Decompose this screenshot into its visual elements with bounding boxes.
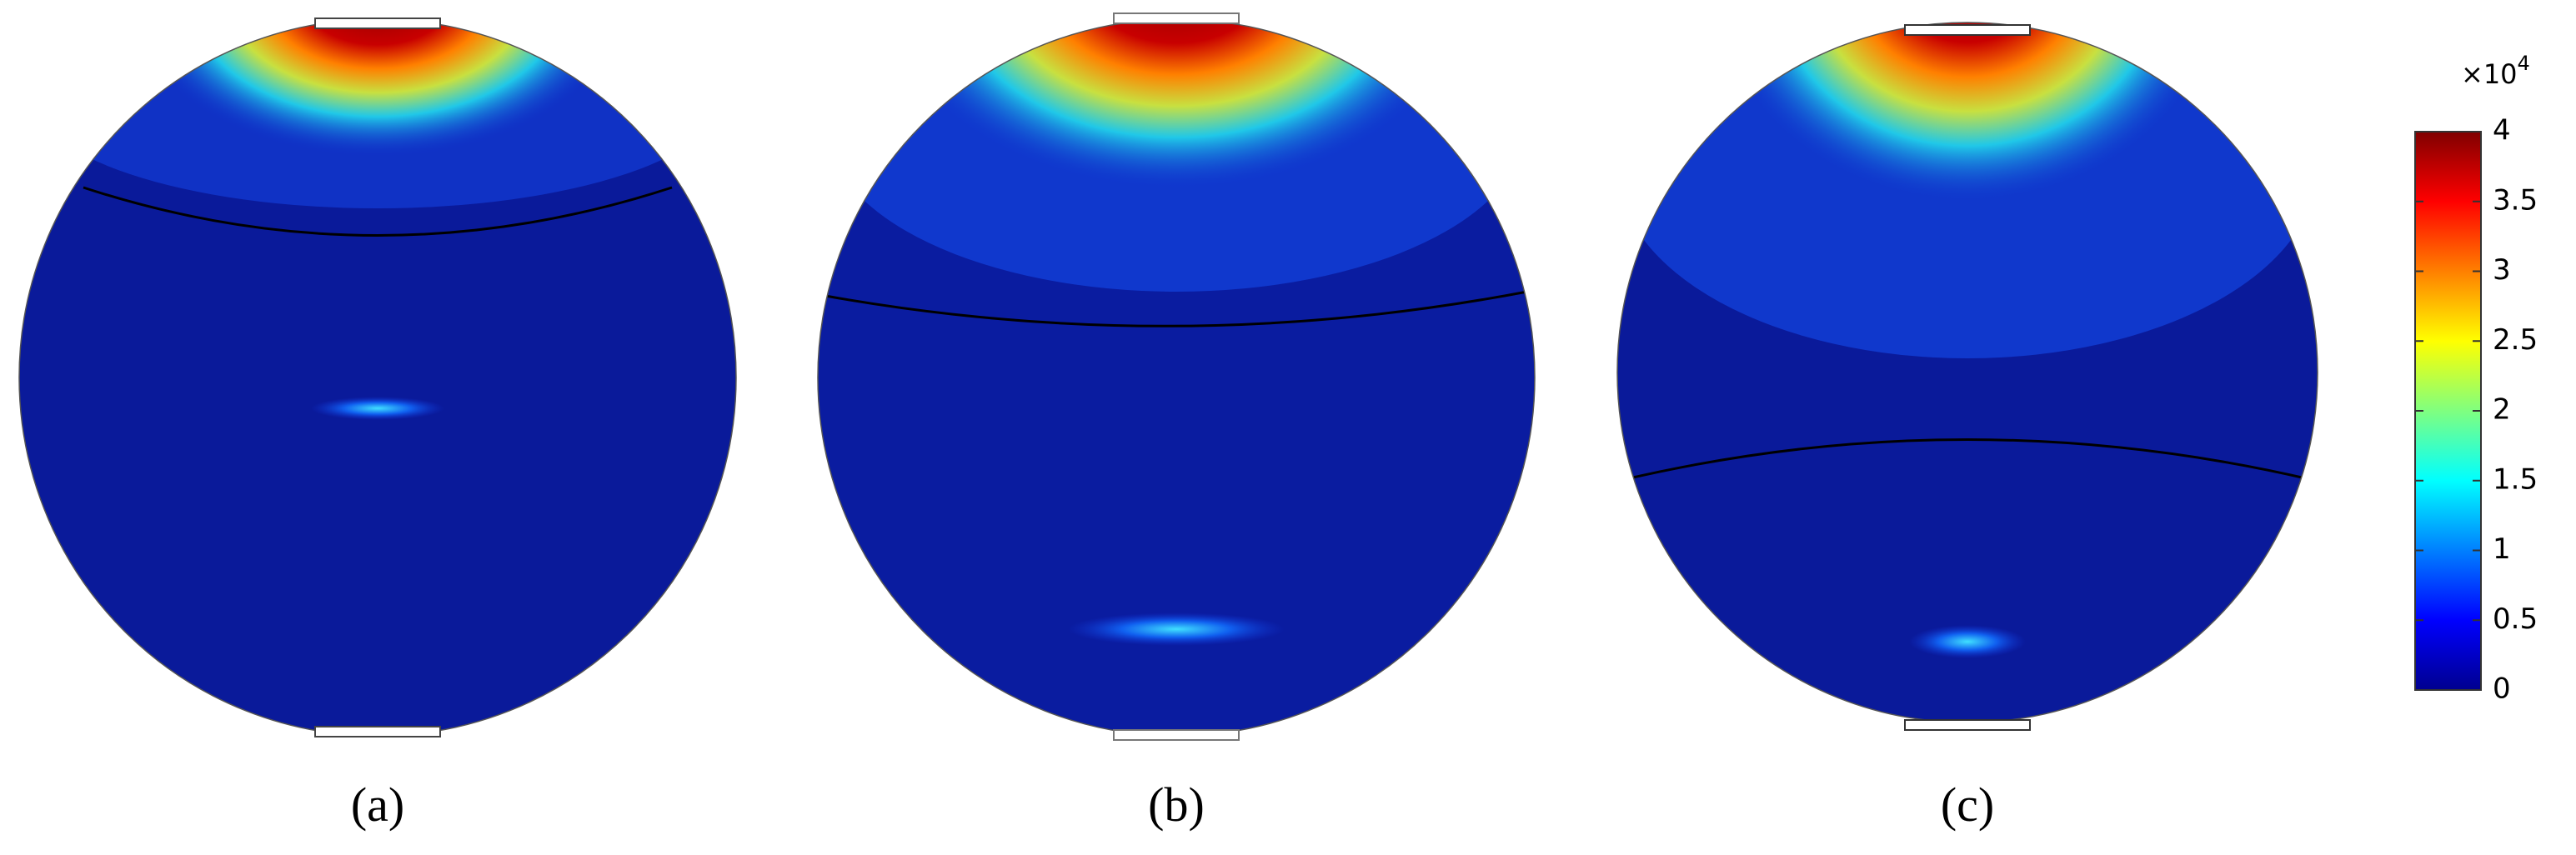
colorbar <box>2414 131 2482 691</box>
field-plot-b <box>818 19 1535 736</box>
tick-label: 1.5 <box>2493 462 2538 496</box>
tick-label: 2.5 <box>2493 323 2538 357</box>
panel-label: (b) <box>1148 778 1205 832</box>
tick-label: 0.5 <box>2493 602 2538 636</box>
panel-label: (a) <box>351 778 404 832</box>
tick-label: 1 <box>2493 532 2511 566</box>
field-plot-a <box>19 19 736 736</box>
tick-label: 3 <box>2493 253 2511 287</box>
field-plot-c <box>1617 22 2318 722</box>
tick-label: 3.5 <box>2493 183 2538 217</box>
tick-label: 0 <box>2493 672 2511 706</box>
tick-label: 2 <box>2493 393 2511 427</box>
colorbar-ticks: 0 0.5 1 1.5 2 2.5 3 3.5 4 <box>2415 114 2538 706</box>
panel-label: (c) <box>1941 778 1994 832</box>
tick-label: 4 <box>2493 114 2511 148</box>
colorbar-multiplier: ×104 <box>2461 52 2530 90</box>
